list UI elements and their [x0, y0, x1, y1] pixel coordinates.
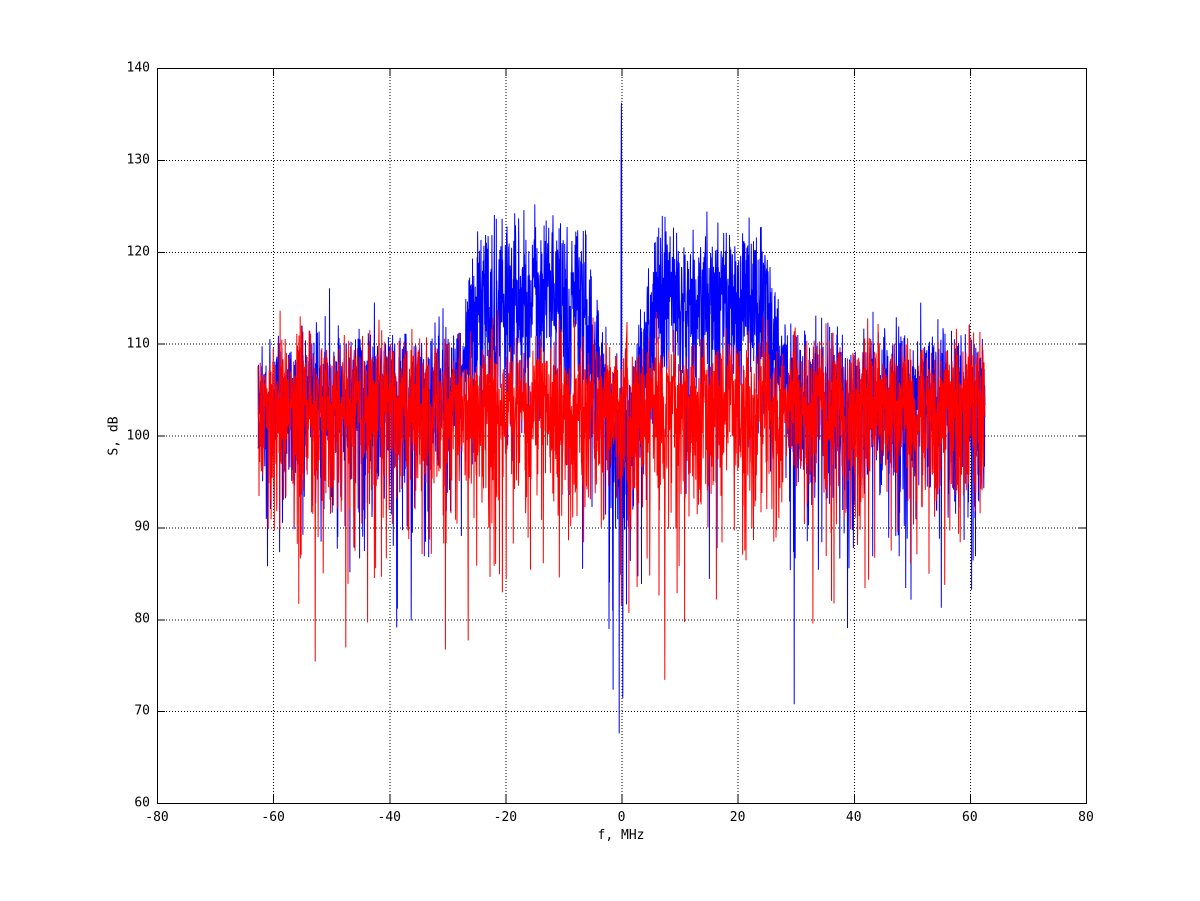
x-tick-label: 80: [1078, 810, 1094, 825]
y-tick-label: 100: [126, 428, 150, 443]
series-path-signal-spectrum: [257, 102, 986, 734]
x-tick-label: -40: [377, 810, 401, 825]
y-tick-label: 130: [126, 152, 150, 168]
y-tick-label: 120: [126, 244, 150, 260]
x-tick-label: -80: [145, 810, 169, 825]
y-tick-label: 70: [134, 703, 150, 719]
y-tick-label: 140: [126, 60, 150, 76]
y-tick-label: 60: [134, 795, 150, 811]
y-axis-label: S, dB: [106, 416, 122, 456]
x-tick-label: 40: [845, 810, 862, 825]
x-tick-label: 20: [729, 810, 746, 825]
series-path-noise-spectrum: [257, 310, 986, 680]
y-tick-label: 90: [134, 519, 150, 535]
x-tick-label: -20: [493, 810, 518, 825]
x-tick-label: 0: [617, 810, 626, 825]
y-tick-label: 80: [134, 611, 150, 627]
x-tick-label: -60: [261, 810, 285, 825]
y-tick-label: 110: [126, 336, 150, 352]
x-tick-label: 60: [962, 810, 978, 825]
x-axis-label: f, MHz: [597, 828, 645, 843]
